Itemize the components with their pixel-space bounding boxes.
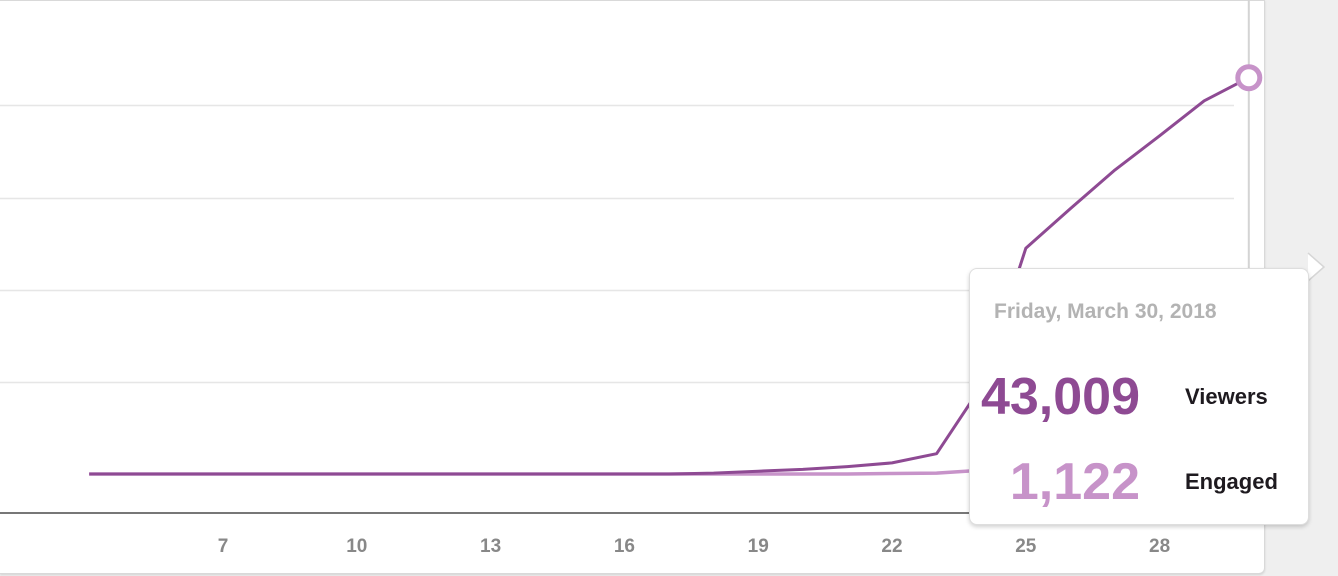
viewers-value: 43,009 [980,368,1140,426]
x-tick-label: 7 [218,536,229,557]
viewers-label: Viewers [1185,384,1268,409]
chevron-right-icon[interactable] [1300,252,1326,282]
x-tick-label: 22 [881,536,902,557]
x-tick-label: 25 [1015,536,1037,557]
x-tick-label: 19 [748,536,769,557]
highlight-marker[interactable] [1235,64,1263,92]
tooltip-row-engaged: 1,122 Engaged [970,452,1290,512]
tooltip-row-viewers: 43,009 Viewers [970,367,1290,427]
tooltip-date: Friday, March 30, 2018 [994,300,1217,323]
engaged-value: 1,122 [1009,453,1140,511]
x-tick-label: 13 [480,536,501,557]
x-tick-label: 16 [614,536,635,557]
x-tick-label: 10 [346,536,367,557]
x-tick-label: 28 [1149,536,1170,557]
series-line-viewers [89,76,1250,476]
engaged-label: Engaged [1185,469,1278,494]
data-tooltip: Friday, March 30, 2018 43,009 Viewers 1,… [969,268,1309,525]
